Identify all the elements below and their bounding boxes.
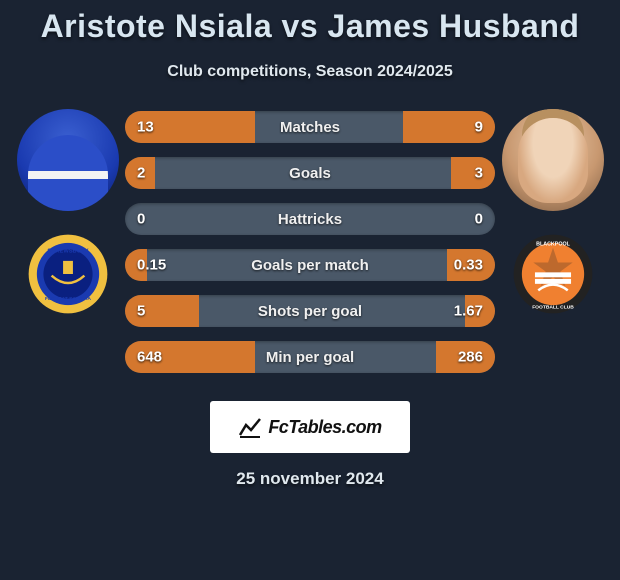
stat-label: Hattricks bbox=[278, 211, 342, 228]
stat-bar: Goals per match 0.15 0.33 bbox=[125, 249, 495, 281]
chart-icon bbox=[238, 415, 262, 439]
stat-bars: Matches 13 9 Goals 2 3 Hattricks 0 0 Goals per ma… bbox=[125, 109, 495, 387]
stat-value-left: 648 bbox=[137, 349, 162, 366]
stat-row: Matches 13 9 bbox=[125, 111, 495, 143]
page-title: Aristote Nsiala vs James Husband bbox=[10, 0, 610, 45]
stat-bar: Shots per goal 5 1.67 bbox=[125, 295, 495, 327]
svg-text:FLOREAT SALOPIA: FLOREAT SALOPIA bbox=[45, 296, 91, 302]
stat-row: Shots per goal 5 1.67 bbox=[125, 295, 495, 327]
stat-value-left: 13 bbox=[137, 119, 154, 136]
stat-bar: Hattricks 0 0 bbox=[125, 203, 495, 235]
stat-row: Min per goal 648 286 bbox=[125, 341, 495, 373]
stat-value-left: 2 bbox=[137, 165, 145, 182]
stat-value-right: 0 bbox=[475, 211, 483, 228]
stat-value-left: 0 bbox=[137, 211, 145, 228]
right-club-crest: BLACKPOOL FOOTBALL CLUB bbox=[512, 233, 594, 315]
stat-value-right: 286 bbox=[458, 349, 483, 366]
page-subtitle: Club competitions, Season 2024/2025 bbox=[10, 63, 610, 81]
stat-value-right: 9 bbox=[475, 119, 483, 136]
stat-fill-right bbox=[451, 157, 495, 189]
right-player-column: BLACKPOOL FOOTBALL CLUB bbox=[495, 109, 610, 315]
svg-text:SHREWSBURY: SHREWSBURY bbox=[47, 249, 88, 255]
left-player-avatar bbox=[17, 109, 119, 211]
comparison-body: SHREWSBURY FLOREAT SALOPIA Matches 13 9 Goa… bbox=[10, 109, 610, 387]
stat-bar: Matches 13 9 bbox=[125, 111, 495, 143]
date-text: 25 november 2024 bbox=[10, 469, 610, 489]
stat-label: Goals per match bbox=[251, 257, 369, 274]
stat-label: Min per goal bbox=[266, 349, 354, 366]
left-player-column: SHREWSBURY FLOREAT SALOPIA bbox=[10, 109, 125, 315]
stat-bar: Goals 2 3 bbox=[125, 157, 495, 189]
right-player-avatar bbox=[502, 109, 604, 211]
stat-bar: Min per goal 648 286 bbox=[125, 341, 495, 373]
branding-text: FcTables.com bbox=[268, 417, 381, 438]
stat-value-right: 1.67 bbox=[454, 303, 483, 320]
stat-value-right: 0.33 bbox=[454, 257, 483, 274]
stat-value-left: 5 bbox=[137, 303, 145, 320]
svg-text:FOOTBALL CLUB: FOOTBALL CLUB bbox=[532, 304, 574, 310]
stat-label: Matches bbox=[280, 119, 340, 136]
stat-value-left: 0.15 bbox=[137, 257, 166, 274]
stat-row: Hattricks 0 0 bbox=[125, 203, 495, 235]
stat-label: Shots per goal bbox=[258, 303, 362, 320]
stat-row: Goals 2 3 bbox=[125, 157, 495, 189]
left-club-crest: SHREWSBURY FLOREAT SALOPIA bbox=[27, 233, 109, 315]
comparison-card: Aristote Nsiala vs James Husband Club co… bbox=[0, 0, 620, 489]
stat-row: Goals per match 0.15 0.33 bbox=[125, 249, 495, 281]
branding-box: FcTables.com bbox=[210, 401, 410, 453]
stat-label: Goals bbox=[289, 165, 331, 182]
svg-text:BLACKPOOL: BLACKPOOL bbox=[536, 241, 570, 247]
stat-value-right: 3 bbox=[475, 165, 483, 182]
